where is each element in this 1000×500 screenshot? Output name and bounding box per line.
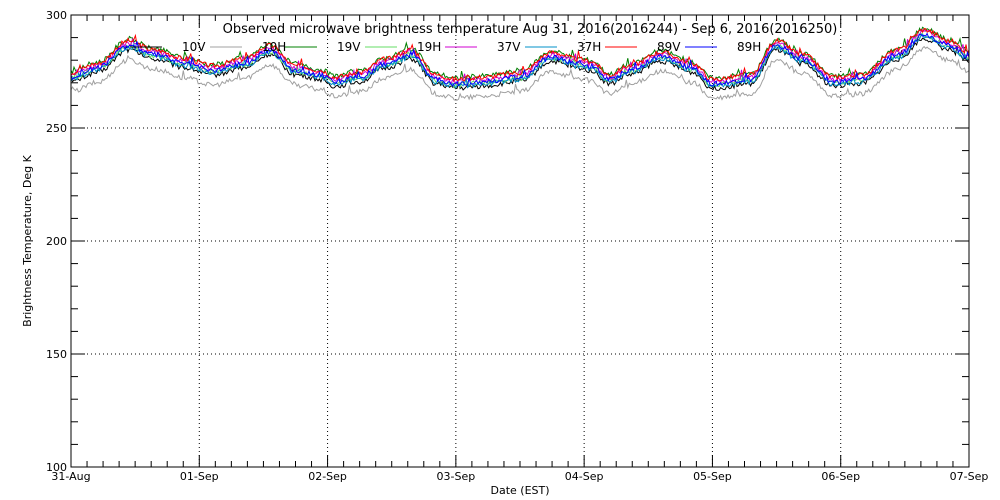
x-axis-label: Date (EST) (490, 484, 549, 497)
y-tick-label: 300 (46, 9, 67, 22)
legend-label-19h: 19H (417, 40, 441, 54)
tick-labels: 100 150 200 250 300 31-Aug 01-Sep 02-Sep 03-Sep 0… (46, 9, 988, 483)
y-tick-label: 200 (46, 235, 67, 248)
y-tick-label: 150 (46, 348, 67, 361)
legend: 10V 10H 19V 19H 37V 37H 89V 89H (130, 40, 761, 54)
series-lines (70, 26, 970, 101)
x-tick-label: 02-Sep (308, 470, 347, 483)
y-tick-label: 250 (46, 122, 67, 135)
series-line-89v (70, 28, 970, 83)
series-line-10v (70, 37, 970, 91)
x-tick-label: 06-Sep (821, 470, 860, 483)
legend-label-19v: 19V (337, 40, 361, 54)
y-tick-label: 100 (46, 461, 67, 474)
legend-label-37h: 37H (577, 40, 601, 54)
legend-label-89v: 89V (657, 40, 681, 54)
x-tick-label: 04-Sep (565, 470, 604, 483)
series-line-37h (70, 33, 970, 89)
x-tick-label: 31-Aug (51, 470, 90, 483)
legend-label-89h: 89H (737, 40, 761, 54)
axis-ticks (70, 14, 970, 468)
x-tick-label: 05-Sep (693, 470, 732, 483)
series-line-10h (70, 45, 970, 101)
grid (71, 15, 969, 467)
y-axis-label: Brightness Temperature, Deg K (21, 154, 34, 326)
series-line-37v (70, 29, 970, 85)
x-tick-label: 07-Sep (950, 470, 989, 483)
legend-label-37v: 37V (497, 40, 521, 54)
series-line-89h (70, 32, 970, 87)
x-tick-label: 01-Sep (180, 470, 219, 483)
x-tick-label: 03-Sep (437, 470, 476, 483)
chart-title: Observed microwave brightness temperatur… (223, 22, 838, 37)
legend-label-10h: 10H (262, 40, 286, 54)
legend-label-10v: 10V (182, 40, 206, 54)
